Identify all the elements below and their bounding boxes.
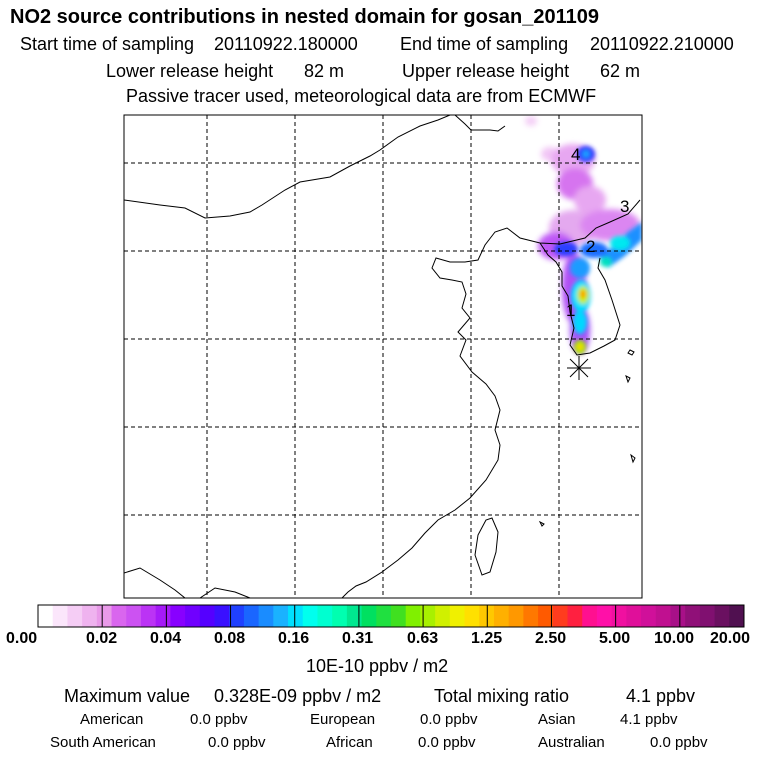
colorbar-cell — [258, 605, 274, 627]
colorbar-cell — [273, 605, 289, 627]
colorbar-cell — [361, 605, 377, 627]
colorbar-cell — [493, 605, 510, 627]
colorbar-cell — [538, 605, 554, 627]
colorbar-cell — [376, 605, 392, 627]
colorbar-cell — [126, 605, 142, 627]
colorbar-cell — [317, 605, 333, 627]
source-african-label: African — [326, 734, 373, 751]
plume-label-3: 3 — [620, 197, 629, 216]
map-frame — [123, 114, 643, 599]
colorbar-cell — [155, 605, 171, 627]
colorbar-cell — [464, 605, 480, 627]
colorbar-cell — [96, 605, 112, 627]
colorbar-cell — [214, 605, 230, 627]
source-american-label: American — [80, 711, 144, 728]
start-time-label: Start time of sampling — [20, 34, 195, 54]
plume-label-4: 4 — [571, 145, 580, 164]
plume-label-2: 2 — [586, 237, 595, 256]
upper-release-value: 62 m — [600, 61, 641, 81]
plume-field — [525, 116, 642, 354]
colorbar-cell — [655, 605, 671, 627]
colorbar-cell — [391, 605, 407, 627]
colorbar-cell — [302, 605, 318, 627]
colorbar-cell — [523, 605, 539, 627]
plume-label-1: 1 — [566, 301, 575, 320]
colorbar-cell — [435, 605, 451, 627]
upper-release-label: Upper release height — [402, 61, 570, 81]
colorbar-cell — [111, 605, 127, 627]
colorbar-tick-6: 0.63 — [407, 630, 439, 647]
colorbar-cell — [420, 605, 436, 627]
colorbar-cell — [82, 605, 98, 627]
colorbar-cell — [38, 605, 54, 627]
colorbar-cells — [38, 605, 745, 627]
colorbar-cell — [185, 605, 201, 627]
end-time-label: End time of sampling — [400, 34, 569, 54]
source-australian-label: Australian — [538, 734, 605, 751]
max-value-label: Maximum value — [64, 686, 191, 706]
colorbar-cell — [346, 605, 362, 627]
colorbar-cell — [685, 605, 701, 627]
colorbar-cell — [670, 605, 686, 627]
source-european-value: 0.0 ppbv — [420, 711, 478, 728]
colorbar-cell — [714, 605, 730, 627]
end-time-value: 20110922.210000 — [590, 34, 734, 54]
colorbar-cell — [449, 605, 465, 627]
source-south-american-value: 0.0 ppbv — [208, 734, 266, 751]
colorbar-tick-0: 0.00 — [6, 630, 38, 647]
colorbar-cell — [611, 605, 627, 627]
colorbar-frame — [37, 604, 745, 628]
colorbar-cell — [67, 605, 83, 627]
colorbar-tick-7: 1.25 — [471, 630, 503, 647]
colorbar-cell — [641, 605, 657, 627]
colorbar-tick-9: 5.00 — [599, 630, 631, 647]
colorbar-cell — [729, 605, 745, 627]
colorbar-tick-10: 10.00 — [654, 630, 695, 647]
colorbar-cell — [243, 605, 260, 627]
total-mixing-value: 4.1 ppbv — [626, 686, 696, 706]
source-asian-value: 4.1 ppbv — [620, 711, 678, 728]
colorbar-cell — [582, 605, 598, 627]
colorbar-cell — [52, 605, 68, 627]
colorbar-cell — [596, 605, 613, 627]
colorbar-cell — [140, 605, 157, 627]
source-asian-label: Asian — [538, 711, 576, 728]
colorbar-cell — [332, 605, 348, 627]
colorbar-cell — [229, 605, 245, 627]
source-australian-value: 0.0 ppbv — [650, 734, 708, 751]
lat-lon-grid — [124, 115, 642, 598]
colorbar-tick-4: 0.16 — [278, 630, 310, 647]
colorbar-cell — [626, 605, 642, 627]
colorbar-tick-2: 0.04 — [150, 630, 182, 647]
colorbar-unit: 10E-10 ppbv / m2 — [306, 656, 449, 676]
lower-release-value: 82 m — [304, 61, 345, 81]
coastlines — [124, 115, 641, 598]
source-south-american-label: South American — [50, 734, 156, 751]
tracer-note: Passive tracer used, meteorological data… — [126, 86, 597, 106]
receptor-star-icon — [567, 356, 591, 380]
colorbar-cell — [199, 605, 215, 627]
colorbar-cell — [170, 605, 186, 627]
colorbar-cell — [699, 605, 715, 627]
colorbar-tick-3: 0.08 — [214, 630, 246, 647]
colorbar-tick-5: 0.31 — [342, 630, 374, 647]
source-european-label: European — [310, 711, 376, 728]
start-time-value: 20110922.180000 — [214, 34, 358, 54]
lower-release-label: Lower release height — [106, 61, 274, 81]
colorbar-cell — [508, 605, 524, 627]
source-african-value: 0.0 ppbv — [418, 734, 476, 751]
colorbar-cell — [405, 605, 421, 627]
colorbar-cell — [552, 605, 568, 627]
total-mixing-label: Total mixing ratio — [434, 686, 570, 706]
colorbar-tick-8: 2.50 — [535, 630, 567, 647]
max-value: 0.328E-09 ppbv / m2 — [214, 686, 382, 706]
colorbar-cell — [288, 605, 304, 627]
map-title: NO2 source contributions in nested domai… — [10, 6, 600, 28]
source-american-value: 0.0 ppbv — [190, 711, 248, 728]
colorbar-tick-1: 0.02 — [86, 630, 118, 647]
colorbar-cell — [567, 605, 583, 627]
colorbar-tick-11: 20.00 — [710, 630, 751, 647]
